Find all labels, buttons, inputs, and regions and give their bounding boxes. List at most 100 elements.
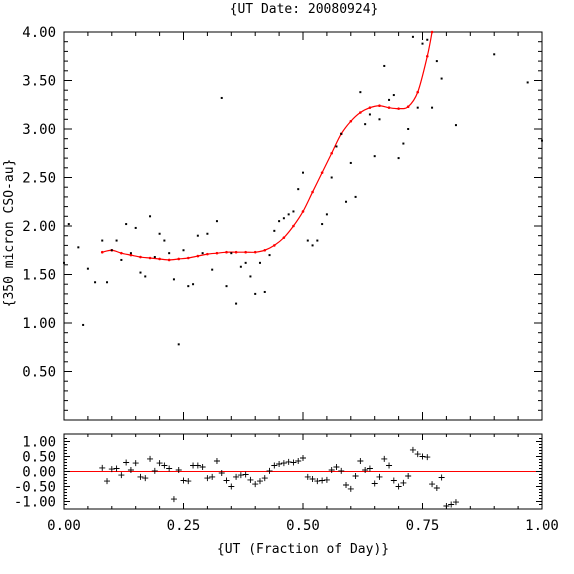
fit-curve-point (234, 250, 238, 254)
x-tick-label: 0.00 (47, 518, 81, 534)
data-point (263, 290, 266, 293)
data-point (158, 232, 161, 235)
data-point (402, 142, 405, 145)
data-point (335, 145, 338, 148)
residual-point (199, 464, 206, 470)
residual-point (419, 453, 426, 460)
data-point (407, 128, 410, 130)
residual-point (166, 465, 173, 472)
data-point (172, 278, 175, 281)
residual-point (252, 481, 259, 488)
residual-point (343, 482, 350, 488)
chart-title: {UT Date: 20080924} (230, 2, 379, 17)
residual-point (448, 501, 455, 508)
data-point (416, 106, 419, 109)
main-plot-frame (63, 31, 543, 421)
residual-point (390, 477, 397, 484)
residual-point (309, 476, 316, 482)
fit-curve-point (206, 252, 209, 256)
fit-curve-point (273, 244, 276, 247)
data-point (349, 161, 352, 164)
data-point (383, 64, 386, 67)
fit-curve-point (129, 253, 133, 257)
data-point (187, 285, 190, 288)
residual-y-tick-label: 0.50 (22, 450, 56, 466)
data-point (149, 215, 152, 218)
fit-curve-point (167, 258, 171, 262)
data-point (440, 77, 443, 80)
fit-curve-point (177, 257, 181, 261)
fit-curve-point (158, 257, 161, 261)
residual-point (319, 477, 326, 484)
residual-point (194, 462, 201, 469)
fit-curve-point (301, 210, 305, 213)
main-y-tick-label: 3.00 (22, 122, 56, 138)
residual-point (276, 461, 283, 467)
x-ticks: 0.00 0.25 0.50 0.75 1.00 (47, 32, 559, 534)
residual-data-points (99, 446, 459, 509)
data-point (201, 252, 204, 255)
data-point (82, 323, 85, 326)
residual-point (352, 473, 359, 479)
residual-point (161, 462, 168, 469)
residual-y-tick-label: 0.00 (22, 465, 56, 481)
fit-curve-point (196, 254, 200, 258)
fit-curve-point (225, 250, 228, 254)
residual-point (237, 472, 244, 479)
data-point (168, 252, 171, 255)
data-point (345, 200, 348, 203)
data-point (220, 96, 223, 99)
data-point (302, 171, 304, 174)
residual-point (443, 503, 450, 509)
fit-curve-point (100, 250, 104, 254)
data-point (268, 254, 271, 257)
residual-y-tick-label: -0.50 (14, 480, 56, 496)
residual-point (285, 458, 292, 465)
residual-point (142, 475, 149, 482)
residual-point (381, 455, 388, 462)
residual-point (400, 479, 407, 486)
data-point (340, 132, 343, 135)
y-axis-title: {350 micron CSO-au} (2, 159, 17, 308)
data-point (144, 275, 147, 278)
data-point (541, 139, 543, 142)
residual-point (247, 476, 254, 483)
data-point (139, 271, 142, 274)
residual-point (376, 473, 383, 480)
residual-point (204, 475, 211, 482)
x-tick-label: 0.25 (167, 518, 201, 534)
residual-point (147, 455, 154, 462)
data-point (354, 195, 357, 198)
data-point (206, 232, 209, 235)
main-y-ticks: 0.50 1.00 1.50 2.00 2.50 3.00 3.50 4.00 (22, 25, 542, 411)
data-point (196, 234, 199, 237)
fit-curve-point (120, 251, 123, 255)
data-point (192, 283, 195, 286)
data-point (235, 302, 238, 305)
fit-curve-point (425, 54, 429, 58)
data-point (321, 223, 324, 226)
residual-point (371, 480, 378, 487)
data-point (373, 155, 376, 158)
fit-curve-point (186, 256, 190, 260)
residual-point (338, 467, 345, 474)
main-y-tick-label: 2.50 (22, 171, 56, 187)
fit-curve-point (139, 255, 142, 259)
residual-y-tick-label: 1.00 (22, 435, 56, 451)
data-point (211, 268, 214, 271)
data-point (359, 91, 362, 94)
data-point (129, 252, 132, 255)
residual-point (366, 465, 373, 472)
residual-point (304, 473, 311, 480)
main-data-points (63, 35, 543, 346)
residual-point (362, 467, 369, 473)
data-point (411, 35, 414, 38)
residual-point (261, 475, 268, 482)
fit-curve-point (263, 248, 267, 252)
residual-point (295, 458, 302, 464)
data-point (125, 223, 128, 226)
residual-point (314, 478, 321, 485)
data-point (163, 239, 166, 242)
residual-point (132, 460, 139, 467)
